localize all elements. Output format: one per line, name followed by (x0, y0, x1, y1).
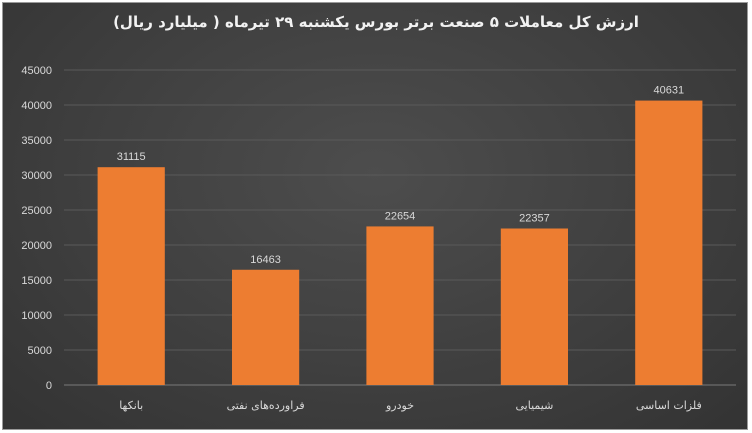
y-tick-label: 25000 (21, 205, 52, 217)
data-label: 22654 (385, 210, 416, 222)
data-label: 16463 (250, 254, 281, 266)
bar (232, 269, 300, 385)
y-tick-label: 45000 (21, 65, 52, 77)
x-tick-label: فراوردەهای نفتی (227, 399, 305, 412)
data-label: 31115 (117, 151, 146, 163)
chart-title: ارزش کل معاملات ۵ صنعت برتر بورس یکشنبه … (113, 13, 639, 31)
y-tick-label: 10000 (21, 310, 52, 322)
x-tick-label: شیمیایی (516, 399, 554, 412)
y-tick-label: 5000 (28, 345, 52, 357)
x-tick-label: بانکها (119, 399, 143, 412)
y-tick-label: 15000 (21, 275, 52, 287)
y-tick-label: 30000 (21, 170, 52, 182)
y-tick-label: 0 (46, 380, 52, 392)
bar (97, 167, 165, 385)
x-tick-label: خودرو (385, 399, 414, 412)
data-label: 40631 (654, 85, 685, 97)
bar (366, 226, 434, 385)
x-tick-label: فلزات اساسی (636, 399, 702, 412)
y-tick-label: 20000 (21, 240, 52, 252)
bar (500, 228, 568, 385)
bar (635, 100, 703, 385)
bar-chart: 0 5000 10000 15000 20000 25000 30000 35000 40000… (21, 65, 736, 412)
y-tick-label: 40000 (21, 100, 52, 112)
y-tick-label: 35000 (21, 135, 52, 147)
data-label: 22357 (519, 213, 550, 225)
